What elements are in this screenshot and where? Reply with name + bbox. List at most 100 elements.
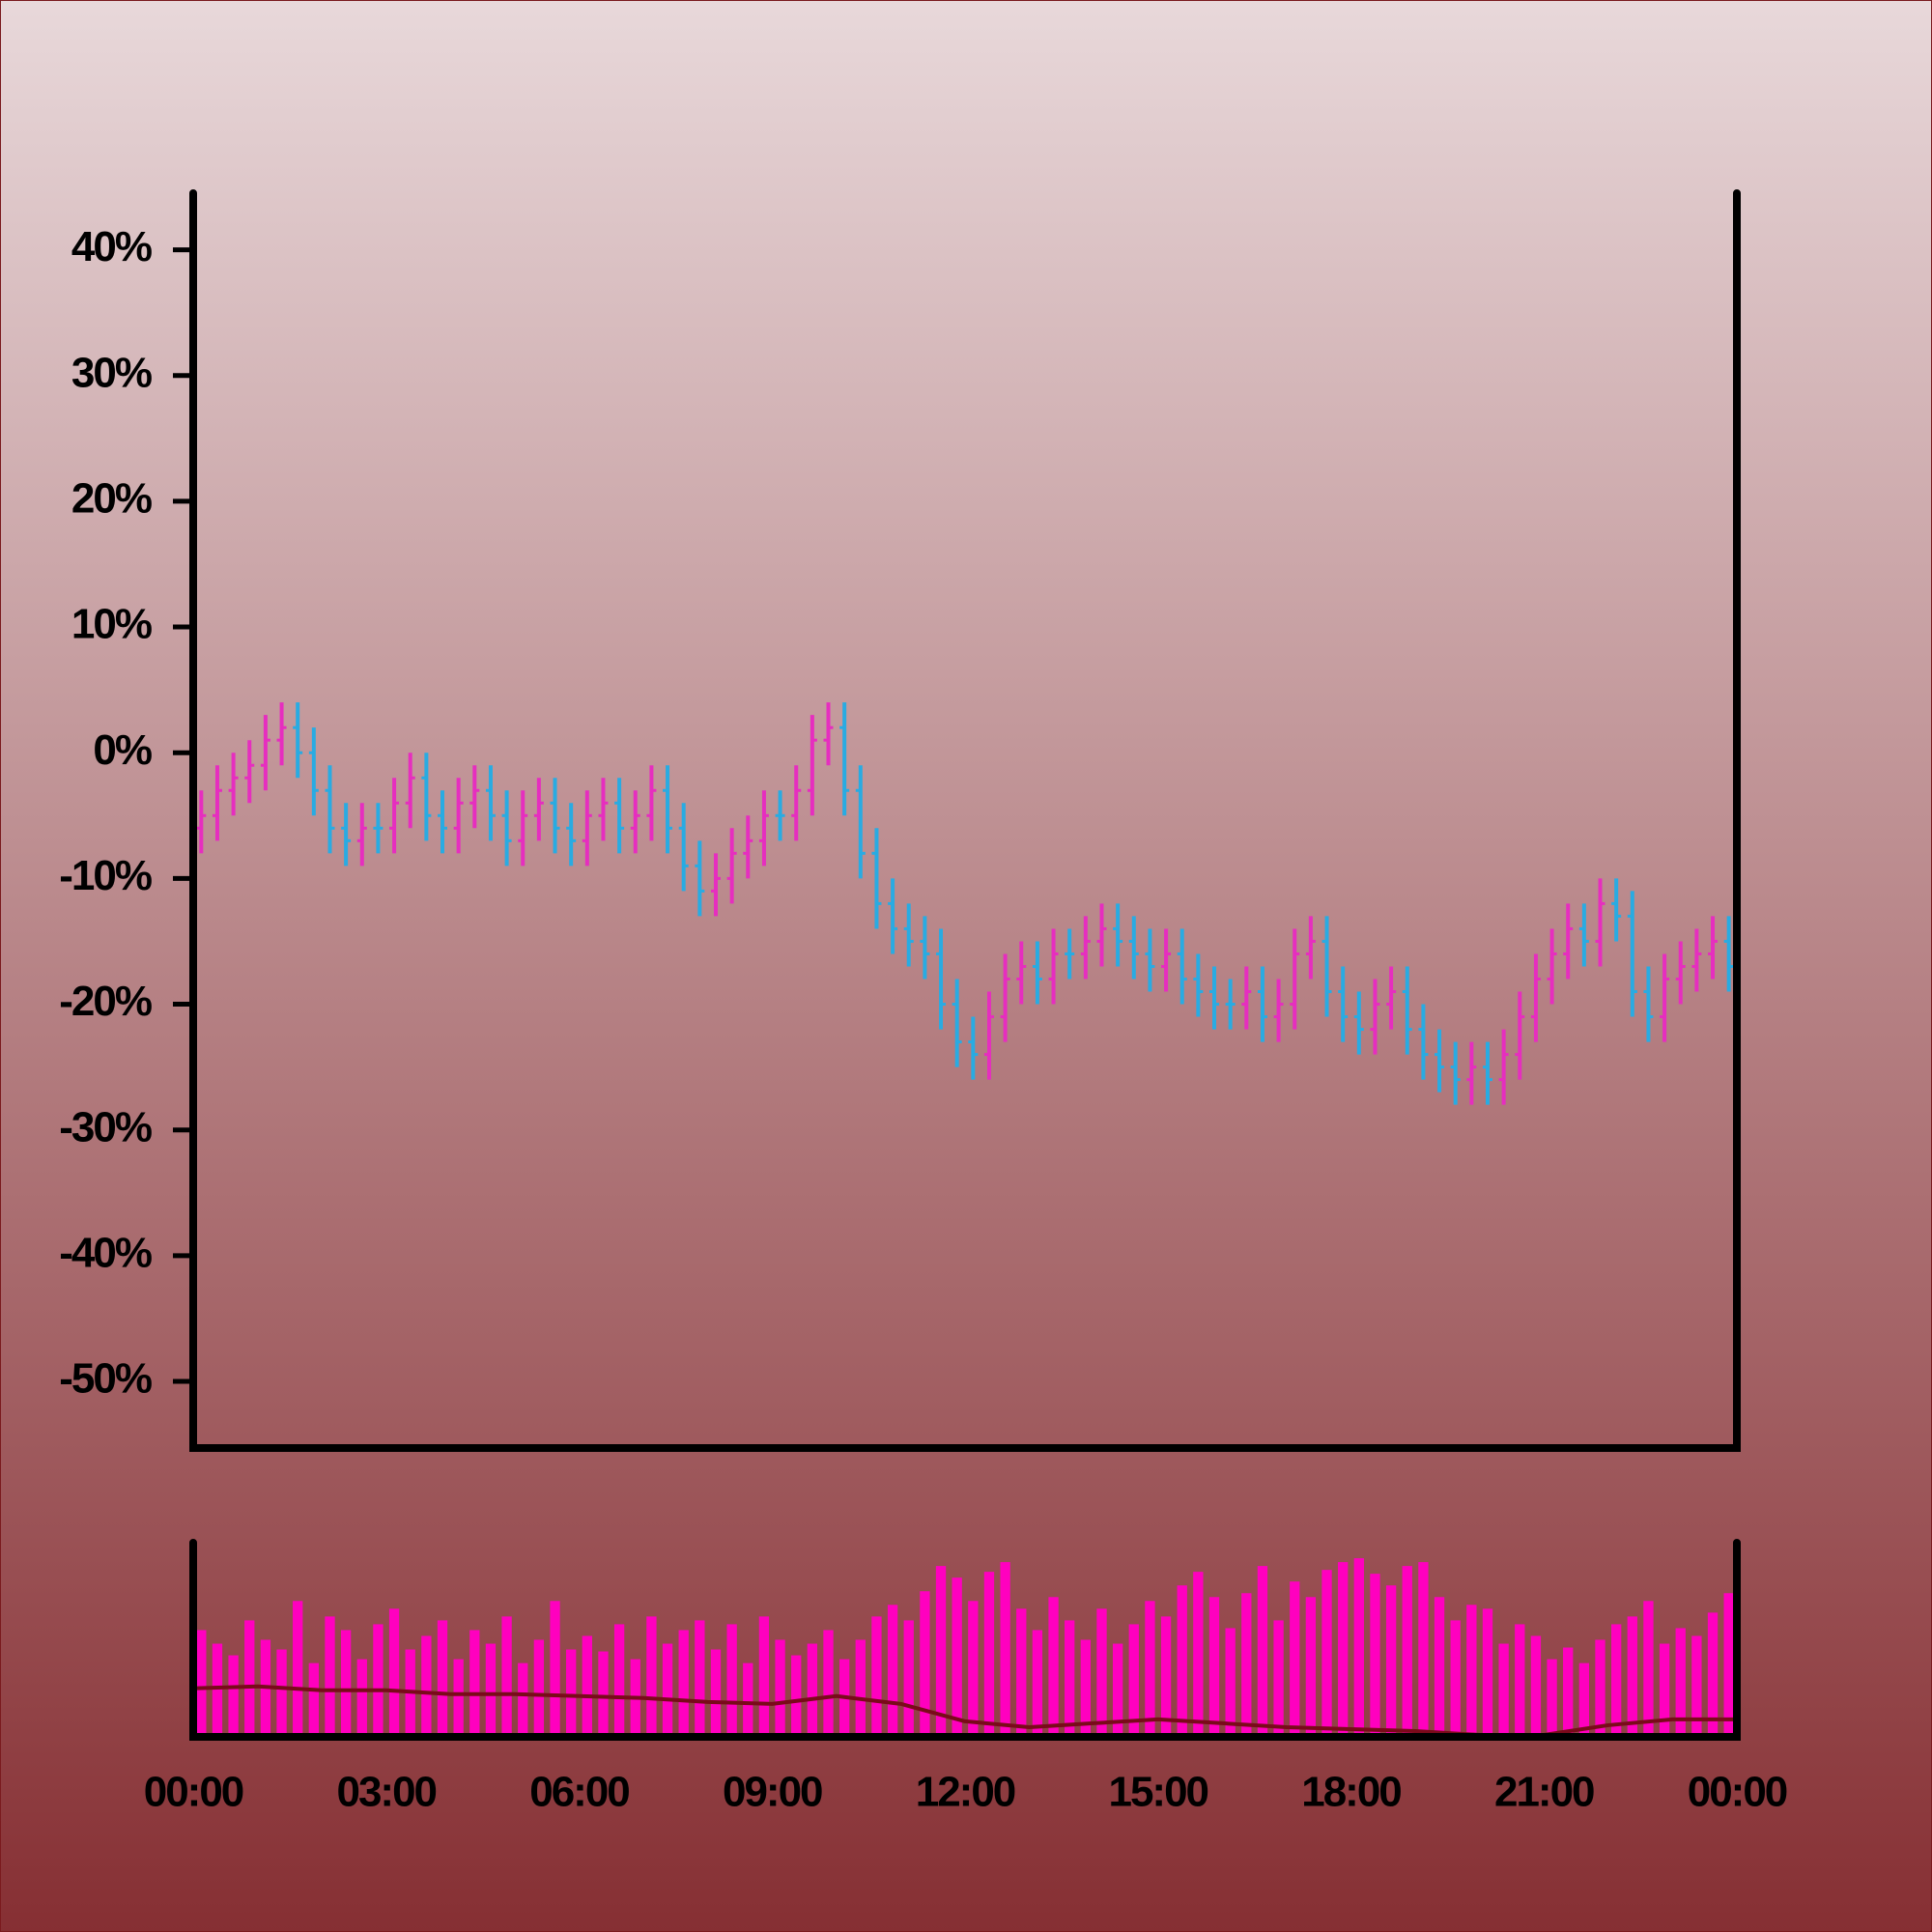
y-tick-label: 30% xyxy=(71,349,152,396)
volume-bar xyxy=(823,1630,834,1737)
volume-bar xyxy=(1353,1558,1364,1737)
volume-bar xyxy=(228,1655,239,1737)
volume-bar xyxy=(1370,1574,1380,1737)
x-tick-label: 00:00 xyxy=(144,1769,243,1816)
ohlc-bar xyxy=(341,803,352,867)
volume-bar xyxy=(613,1624,625,1737)
ohlc-bar xyxy=(1257,966,1267,1042)
volume-bar xyxy=(501,1616,512,1737)
ohlc-bar xyxy=(1418,1004,1429,1080)
ohlc-bar xyxy=(1145,928,1155,992)
volume-bar xyxy=(662,1643,673,1737)
volume-bar xyxy=(1305,1597,1317,1737)
ohlc-bar xyxy=(1177,928,1187,1005)
ohlc-bar xyxy=(566,803,577,867)
volume-bar xyxy=(566,1649,577,1737)
x-tick-label: 06:00 xyxy=(529,1769,629,1816)
ohlc-bar xyxy=(389,778,400,854)
ohlc-bar xyxy=(1065,928,1075,980)
x-tick-label: 12:00 xyxy=(916,1769,1015,1816)
ohlc-bar xyxy=(1305,916,1316,980)
y-tick-label: 20% xyxy=(71,475,152,523)
ohlc-bar xyxy=(1032,941,1042,1005)
volume-bar xyxy=(678,1630,689,1737)
ohlc-bar xyxy=(325,765,335,854)
volume-bar xyxy=(1128,1624,1139,1737)
ohlc-bar xyxy=(421,753,432,841)
ohlc-bar xyxy=(1643,966,1654,1042)
volume-bar xyxy=(1707,1612,1719,1737)
ohlc-bar xyxy=(1128,916,1139,980)
y-tick-label: -30% xyxy=(59,1103,152,1151)
ohlc-bar xyxy=(469,765,480,829)
ohlc-bar xyxy=(871,828,882,929)
x-tick-label: 03:00 xyxy=(336,1769,436,1816)
y-tick-label: -10% xyxy=(59,852,152,899)
ohlc-bar xyxy=(630,790,640,854)
ohlc-bar xyxy=(485,765,496,841)
volume-bar xyxy=(598,1651,609,1737)
volume-bar xyxy=(550,1601,560,1737)
ohlc-bar xyxy=(212,765,222,841)
ohlc-bar xyxy=(1338,966,1349,1042)
ohlc-bar xyxy=(453,778,464,854)
y-tick-label: -40% xyxy=(59,1229,152,1276)
y-tick-label: 40% xyxy=(71,223,152,270)
ohlc-bar xyxy=(743,815,753,879)
ohlc-bar xyxy=(1241,966,1252,1030)
volume-bar xyxy=(695,1620,705,1737)
ohlc-bar xyxy=(1611,878,1622,942)
ohlc-bar xyxy=(1080,916,1091,980)
ohlc-bar xyxy=(1563,903,1574,980)
ohlc-bar xyxy=(228,753,239,816)
ohlc-bar xyxy=(839,702,850,816)
ohlc-bar xyxy=(1161,928,1172,992)
volume-bar xyxy=(1096,1608,1107,1737)
volume-bar xyxy=(855,1639,866,1737)
ohlc-bar xyxy=(1708,916,1719,980)
volume-bar xyxy=(325,1616,335,1737)
ohlc-bar xyxy=(646,765,657,841)
ohlc-bar xyxy=(1000,953,1010,1042)
volume-bar xyxy=(582,1635,592,1737)
ohlc-bar xyxy=(1209,966,1220,1030)
ohlc-bar xyxy=(1016,941,1027,1005)
x-tick-label: 15:00 xyxy=(1108,1769,1208,1816)
volume-bar xyxy=(968,1601,979,1737)
ohlc-bar xyxy=(983,991,994,1080)
price-frame xyxy=(189,189,1741,1452)
ohlc-bar xyxy=(356,803,367,867)
ohlc-bar xyxy=(1675,941,1686,1005)
ohlc-bar xyxy=(1113,903,1123,967)
ohlc-bar xyxy=(775,790,785,841)
volume-bar xyxy=(1048,1597,1059,1737)
volume-bar xyxy=(1273,1620,1284,1737)
volume-bar xyxy=(1112,1643,1123,1737)
ohlc-bar xyxy=(1435,1029,1445,1093)
volume-bar xyxy=(758,1616,770,1737)
ohlc-bar xyxy=(405,753,415,829)
x-tick-label: 00:00 xyxy=(1688,1769,1787,1816)
volume-bar xyxy=(1321,1570,1332,1737)
ohlc-bar xyxy=(373,803,384,854)
x-tick-label: 21:00 xyxy=(1494,1769,1594,1816)
volume-bar xyxy=(1160,1616,1172,1737)
volume-bar xyxy=(1241,1593,1252,1737)
volume-bar xyxy=(1530,1635,1542,1737)
volume-bar xyxy=(1177,1585,1187,1737)
ohlc-bar xyxy=(1578,903,1589,967)
volume-bar xyxy=(775,1639,785,1737)
volume-bar xyxy=(935,1566,947,1737)
ohlc-bar xyxy=(293,702,303,779)
ohlc-bar xyxy=(308,727,319,816)
ohlc-bar xyxy=(1547,928,1557,1005)
volume-bar xyxy=(646,1616,657,1737)
volume-bar xyxy=(1723,1593,1734,1737)
volume-bar xyxy=(388,1608,400,1737)
volume-bar xyxy=(1402,1566,1412,1737)
ohlc-bar xyxy=(1691,928,1702,992)
ohlc-bar xyxy=(438,790,448,854)
